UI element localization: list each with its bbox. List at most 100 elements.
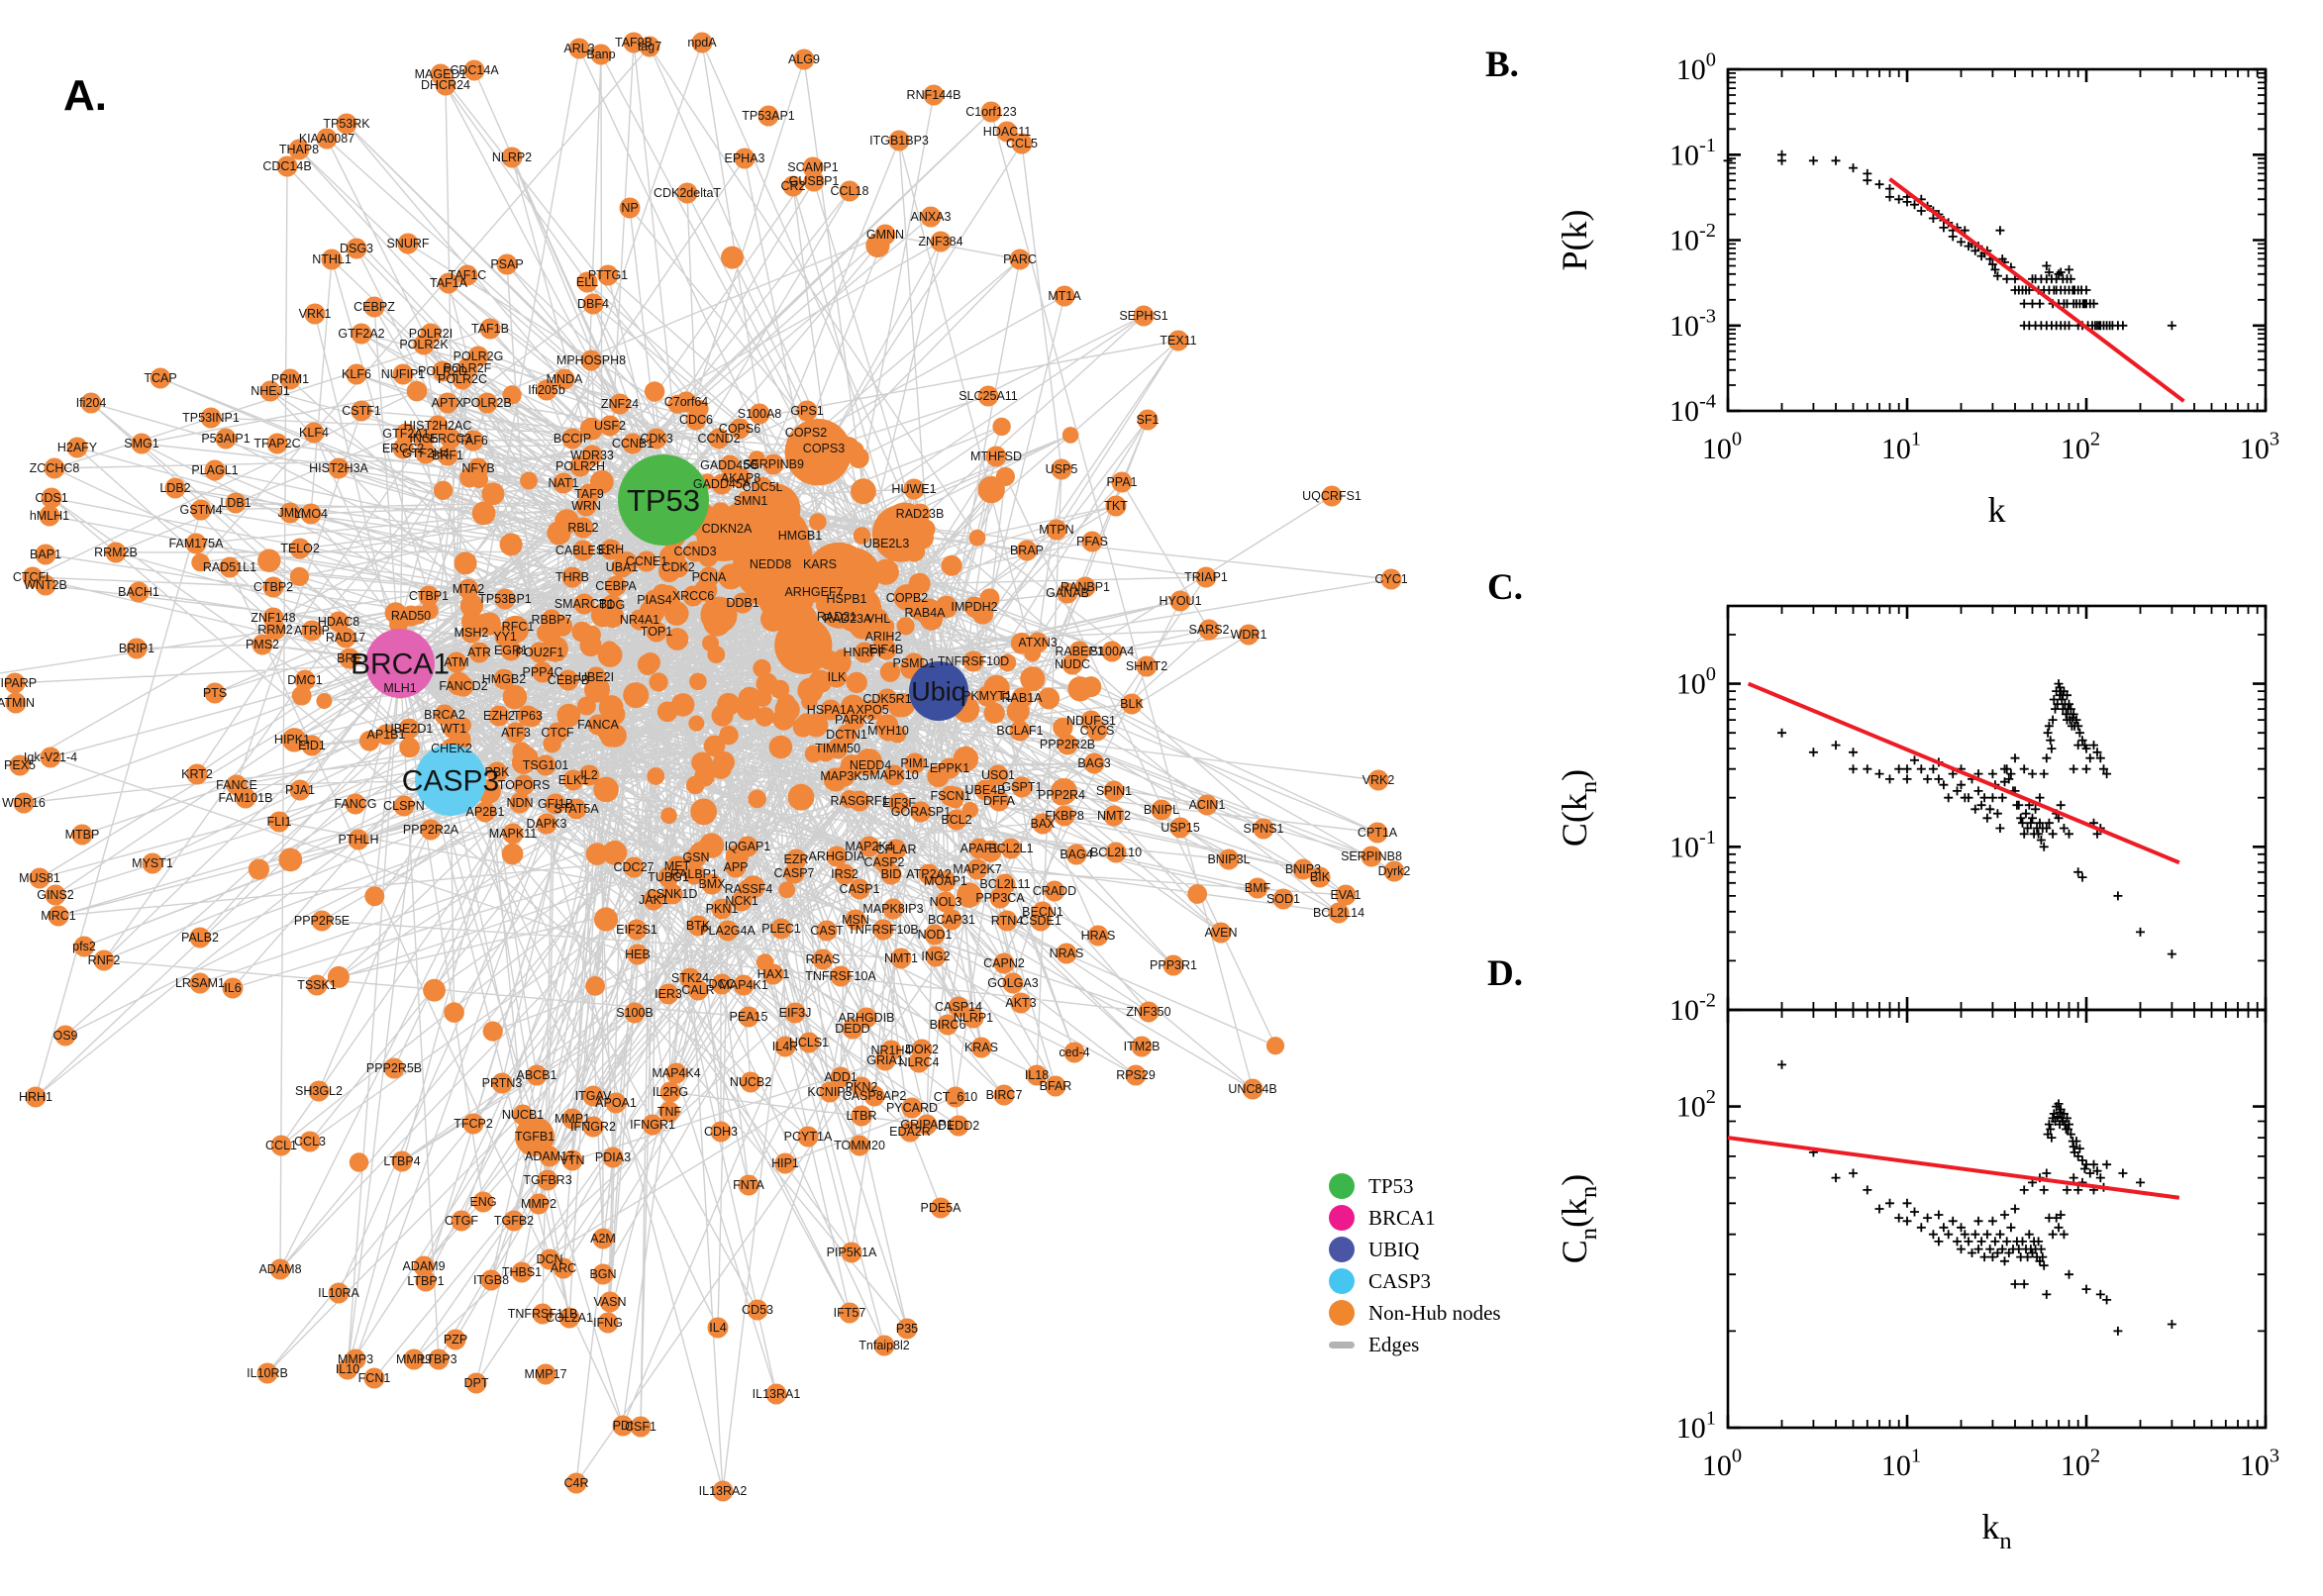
brca1-dot-icon (1329, 1205, 1355, 1231)
svg-text:UQCRFS1: UQCRFS1 (1302, 489, 1362, 503)
svg-text:ILK: ILK (828, 670, 847, 684)
svg-text:GSPT1: GSPT1 (1002, 780, 1043, 794)
svg-text:102: 102 (2061, 1446, 2100, 1483)
svg-text:BAX: BAX (1030, 817, 1056, 831)
svg-text:HMGB2: HMGB2 (482, 672, 527, 686)
svg-text:RANBP1: RANBP1 (1060, 580, 1110, 594)
edge-legend-icon (1329, 1341, 1355, 1348)
svg-text:HDAC8: HDAC8 (318, 615, 359, 629)
svg-text:GTF2A1: GTF2A1 (382, 427, 429, 441)
svg-text:MAP2K7: MAP2K7 (953, 862, 1001, 876)
svg-text:GRIPAP1: GRIPAP1 (900, 1118, 953, 1132)
svg-text:CABLES1: CABLES1 (556, 544, 611, 557)
svg-text:ENG: ENG (469, 1195, 496, 1209)
svg-text:KIAA0087: KIAA0087 (299, 132, 354, 146)
svg-text:NOL3: NOL3 (930, 895, 962, 909)
svg-text:NAT1: NAT1 (548, 476, 578, 490)
svg-text:CDK2: CDK2 (661, 560, 694, 574)
svg-text:EPHA3: EPHA3 (725, 151, 765, 165)
svg-text:C7orf64: C7orf64 (664, 395, 709, 409)
svg-text:NUFIP1: NUFIP1 (381, 367, 426, 381)
svg-text:100: 100 (1676, 50, 1716, 87)
svg-text:CHEK2: CHEK2 (431, 742, 472, 755)
svg-text:BACH1: BACH1 (118, 585, 159, 599)
svg-text:WT1: WT1 (441, 722, 466, 736)
svg-text:CDH3: CDH3 (704, 1125, 738, 1139)
svg-text:ARIH2: ARIH2 (865, 630, 902, 644)
svg-text:TEX11: TEX11 (1160, 334, 1196, 348)
svg-text:ADAM17: ADAM17 (525, 1149, 574, 1163)
svg-text:CTBP2: CTBP2 (253, 580, 293, 594)
svg-text:PPP2R2A: PPP2R2A (403, 823, 459, 837)
svg-text:TNFRSF10D: TNFRSF10D (938, 654, 1009, 668)
svg-text:PRTN3: PRTN3 (482, 1076, 523, 1090)
svg-text:LDB2: LDB2 (159, 481, 190, 495)
svg-text:HSPA1A: HSPA1A (807, 703, 856, 717)
svg-text:TAF1C: TAF1C (449, 268, 487, 282)
svg-text:RAD23B: RAD23B (896, 507, 945, 521)
svg-text:POLR2G: POLR2G (454, 349, 504, 363)
svg-text:ITGB8: ITGB8 (473, 1273, 509, 1287)
svg-text:NEDD4: NEDD4 (850, 758, 891, 772)
svg-text:GOLGA3: GOLGA3 (987, 976, 1038, 990)
svg-text:HIPK1: HIPK1 (274, 733, 310, 747)
svg-text:TP53BP1: TP53BP1 (478, 592, 532, 606)
svg-text:CCNE1: CCNE1 (626, 554, 667, 568)
svg-text:APOA1: APOA1 (595, 1096, 637, 1110)
svg-text:GANAB: GANAB (1046, 586, 1089, 600)
svg-text:CTGF: CTGF (445, 1214, 478, 1228)
svg-text:POLR2I: POLR2I (409, 327, 453, 341)
svg-text:JAK1: JAK1 (639, 893, 668, 907)
svg-text:NUCB1: NUCB1 (502, 1108, 544, 1122)
svg-text:NHEJ1: NHEJ1 (251, 384, 290, 398)
svg-text:LTBP1: LTBP1 (407, 1274, 444, 1288)
svg-text:PJA1: PJA1 (285, 783, 315, 797)
svg-text:MT1A: MT1A (1048, 289, 1081, 303)
svg-text:EDA2R: EDA2R (889, 1125, 931, 1139)
svg-text:TOMM20: TOMM20 (834, 1139, 885, 1152)
svg-text:P53AIP1: P53AIP1 (201, 432, 250, 446)
svg-text:kn: kn (1981, 1507, 2011, 1554)
svg-text:ATM: ATM (444, 655, 468, 669)
svg-text:RFC1: RFC1 (502, 620, 535, 634)
svg-text:ATF3: ATF3 (501, 726, 531, 740)
svg-text:LTBP3: LTBP3 (420, 1352, 456, 1366)
svg-text:102: 102 (2061, 429, 2100, 466)
svg-text:DSG3: DSG3 (340, 242, 373, 255)
svg-text:103: 103 (2240, 429, 2279, 466)
svg-text:ITGB1BP3: ITGB1BP3 (869, 134, 929, 148)
svg-text:IFNGR2: IFNGR2 (570, 1120, 616, 1134)
svg-text:10-2: 10-2 (1669, 990, 1716, 1028)
network-hub-nodes (365, 454, 968, 816)
svg-text:WDR1: WDR1 (1231, 628, 1267, 642)
legend-item-label: UBIQ (1368, 1237, 1420, 1261)
svg-text:VASN: VASN (593, 1295, 626, 1309)
svg-text:PTHLH: PTHLH (339, 833, 379, 847)
svg-text:CAPN2: CAPN2 (983, 956, 1025, 970)
svg-text:ARHGDIA: ARHGDIA (809, 849, 866, 863)
svg-text:IMPDH2: IMPDH2 (951, 600, 997, 614)
svg-text:hMLH1: hMLH1 (30, 509, 69, 523)
svg-text:POLR2B: POLR2B (462, 396, 511, 410)
svg-text:CDC14B: CDC14B (262, 159, 311, 173)
svg-text:SHMT2: SHMT2 (1126, 659, 1167, 673)
svg-text:NR4A1: NR4A1 (620, 613, 659, 627)
svg-text:FNTA: FNTA (733, 1178, 764, 1192)
svg-text:POLR2K: POLR2K (399, 338, 449, 351)
svg-text:DEDD2: DEDD2 (938, 1119, 979, 1133)
svg-text:MLH1: MLH1 (383, 681, 416, 695)
svg-text:POU2F1: POU2F1 (516, 646, 564, 659)
svg-text:IL10RB: IL10RB (247, 1366, 288, 1380)
svg-text:Banp: Banp (586, 48, 615, 61)
svg-text:ZCCHC8: ZCCHC8 (30, 461, 80, 475)
svg-text:HIST2H3A: HIST2H3A (309, 461, 368, 475)
svg-text:BNIP3L: BNIP3L (1207, 852, 1250, 866)
svg-text:100: 100 (1702, 429, 1742, 466)
panel-c-fit-line (1747, 681, 2180, 865)
svg-text:CCND3: CCND3 (673, 545, 716, 558)
svg-text:RAB4A: RAB4A (905, 606, 947, 620)
svg-text:CYC1: CYC1 (1374, 572, 1407, 586)
svg-text:MUS81: MUS81 (19, 871, 60, 885)
svg-text:AP1B1: AP1B1 (367, 728, 406, 742)
svg-text:101: 101 (1881, 1446, 1921, 1483)
